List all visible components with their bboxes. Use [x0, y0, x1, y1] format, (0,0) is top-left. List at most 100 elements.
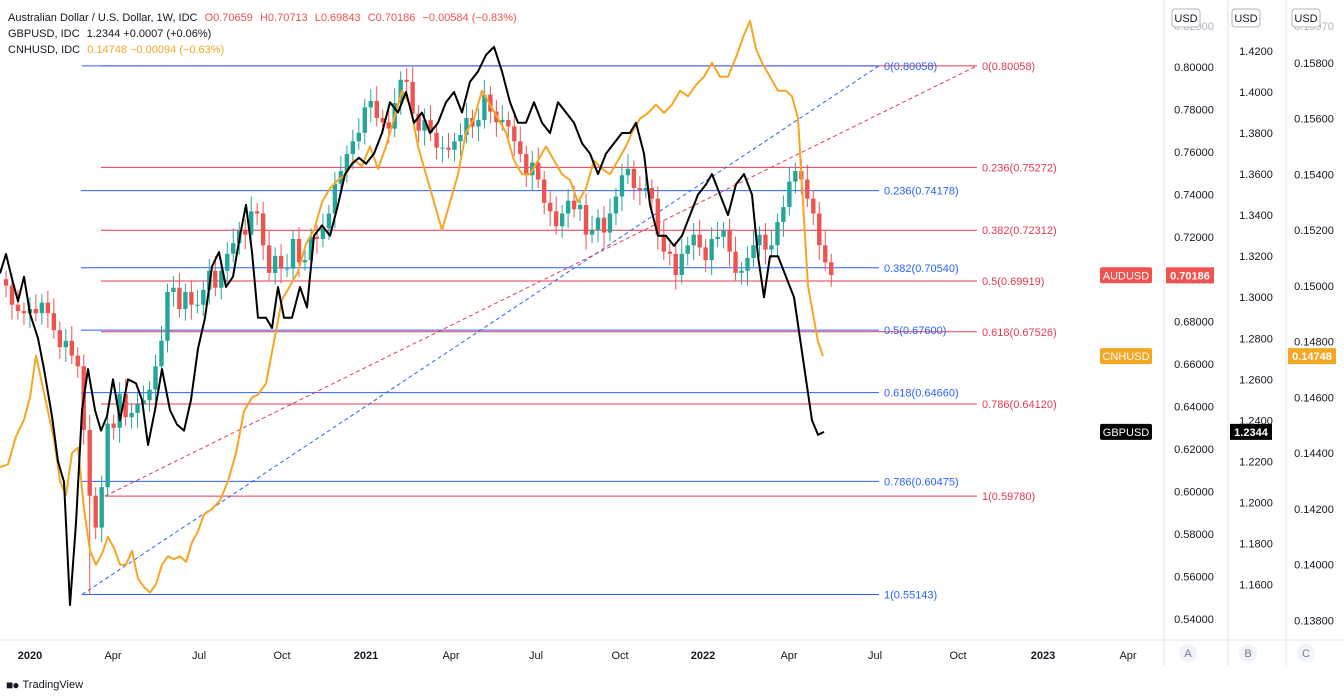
last-value-bg [1230, 423, 1272, 440]
candle [751, 230, 756, 267]
candle [446, 132, 451, 159]
unit-box-0[interactable]: USD [1171, 8, 1201, 28]
candle [745, 246, 750, 286]
candle-body [547, 202, 553, 212]
legend-cnhusd[interactable]: CNHUSD, IDC 0.14748 −0.00094 (−0.63%) [8, 42, 517, 58]
candle [410, 67, 415, 123]
candle-body [87, 429, 92, 496]
candle-body [332, 183, 338, 214]
tick-label-b: 1.3800 [1239, 128, 1273, 140]
time-tick-label: Oct [611, 650, 628, 662]
candle [105, 408, 110, 496]
time-axis[interactable]: 2020 Apr Jul Oct 2021 Apr Jul Oct 2022 Apr Jul Oct 2… [0, 639, 1344, 662]
unit-box-frame [1231, 8, 1261, 28]
tick-label-c: 0.15400 [1294, 169, 1334, 181]
unit-label: USD [1174, 13, 1197, 25]
candle-body [344, 154, 350, 172]
tick-label-c: 0.15000 [1294, 281, 1334, 293]
candle-body [248, 211, 254, 235]
candle-body [709, 238, 714, 261]
candle-body [410, 81, 415, 114]
tradingview-footer[interactable]: ■● TradingView [6, 678, 83, 692]
fib-blue-level-label: 1(0.55143) [884, 590, 937, 602]
fibonacci-retracements[interactable]: 0(0.80058) 0.236(0.75272) 0.382(0.72312) 0.… [81, 61, 1057, 602]
candle-body [733, 251, 738, 273]
candle-body [416, 113, 421, 131]
tick-label-c: 0.14000 [1294, 560, 1334, 572]
tick-label-b: 1.2600 [1239, 374, 1273, 386]
candle-body [775, 221, 780, 246]
candle-body [655, 198, 661, 235]
candle [183, 283, 188, 321]
last-value-audusd[interactable]: AUDUSD 0.70186 [1100, 267, 1214, 284]
candle [679, 238, 684, 284]
cnhusd-line [0, 20, 824, 594]
candle-body [374, 101, 379, 118]
candle [805, 164, 810, 208]
candle-body [536, 162, 541, 180]
candle-body [362, 107, 367, 133]
candle-body [57, 330, 63, 348]
legend-close: C0.70186 [367, 12, 416, 24]
candle [416, 105, 421, 143]
candle [787, 166, 792, 216]
candle [757, 226, 762, 257]
tick-label-c: 0.14800 [1294, 337, 1334, 349]
candle [440, 136, 445, 163]
last-value-name-bg [1100, 267, 1152, 284]
candle-body [643, 188, 649, 191]
candle-body [625, 168, 631, 176]
legend-audusd[interactable]: Australian Dollar / U.S. Dollar, 1W, IDC… [8, 10, 517, 26]
scale-button-a[interactable]: A [1179, 644, 1197, 662]
candle [254, 202, 260, 226]
tick-label-b: 1.3400 [1239, 210, 1273, 222]
fib-blue-level-label: 0.618(0.64660) [884, 388, 959, 400]
scale-button-bg [1297, 644, 1315, 662]
candle [272, 247, 278, 285]
candle-body [751, 245, 756, 259]
candle [213, 255, 218, 297]
candle-body [33, 308, 39, 314]
candle [374, 86, 379, 127]
candle [75, 347, 80, 378]
trend-lines[interactable] [81, 65, 978, 595]
candle-body [177, 287, 182, 309]
candle [225, 242, 230, 286]
fib-red-level-label: 0.236(0.75272) [982, 162, 1057, 174]
scale-button-c[interactable]: C [1297, 644, 1315, 662]
chart-legend: Australian Dollar / U.S. Dollar, 1W, IDC… [8, 10, 517, 58]
candle [189, 280, 194, 320]
price-axes[interactable]: 0.800000.780000.760000.740000.720000.700… [1100, 0, 1336, 666]
legend-gbpusd-value: 1.2344 +0.0007 (+0.06%) [86, 28, 212, 40]
candle-body [219, 270, 224, 288]
candle [727, 218, 732, 267]
fib-red-level-label: 0.618(0.67526) [982, 327, 1057, 339]
candle-body [434, 132, 439, 148]
candle-body [99, 487, 104, 528]
tradingview-brand: TradingView [22, 679, 84, 691]
candle-body [595, 217, 601, 231]
candle-body [266, 245, 272, 273]
last-value-gbpusd[interactable]: GBPUSD 1.2344 [1100, 423, 1272, 440]
scale-button-b[interactable]: B [1239, 644, 1257, 662]
legend-cnhusd-name: CNHUSD, IDC [8, 44, 81, 56]
last-value-cnhusd[interactable]: CNHUSD 0.14748 [1100, 348, 1336, 365]
time-tick-label: Oct [273, 650, 290, 662]
candle [793, 162, 798, 194]
candle-body [661, 234, 666, 252]
legend-gbpusd[interactable]: GBPUSD, IDC 1.2344 +0.0007 (+0.06%) [8, 26, 517, 42]
candle-body [45, 302, 51, 314]
candle-body [350, 141, 356, 155]
unit-box-2[interactable]: USD [1291, 8, 1321, 28]
candle-body [452, 141, 457, 150]
candle-body [739, 270, 744, 273]
unit-box-1[interactable]: USD [1231, 8, 1261, 28]
time-tick-label: Apr [1119, 650, 1136, 662]
candle [434, 124, 439, 160]
comparison-series [0, 20, 825, 607]
candle [464, 103, 469, 144]
unit-label: USD [1294, 13, 1317, 25]
scale-button-bg [1179, 644, 1197, 662]
time-tick-label: Oct [949, 650, 966, 662]
